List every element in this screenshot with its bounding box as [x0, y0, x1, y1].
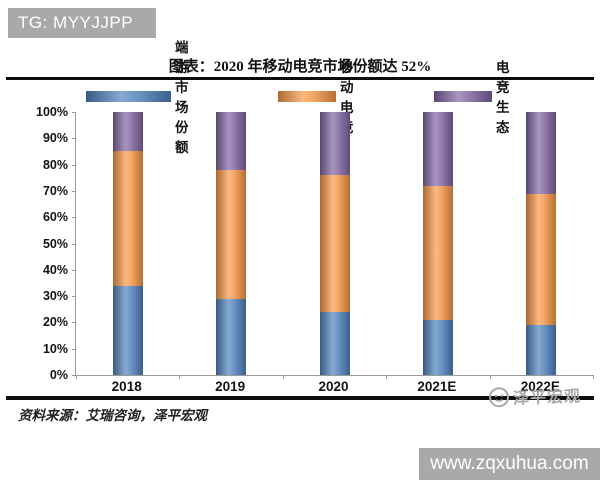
- chart-title: 图表：2020 年移动电竞市场份额达 52%: [168, 59, 432, 75]
- bar-segment: [526, 112, 557, 194]
- x-axis-labels: 2018 2019 2020 2021E 2022E: [75, 379, 592, 394]
- legend-label: 电竞生态: [496, 60, 510, 135]
- bar-segment: [319, 112, 350, 176]
- bottom-divider: [6, 396, 594, 400]
- bar-segment: [526, 325, 557, 375]
- bar-segment: [216, 112, 247, 170]
- x-tick-mark: [179, 375, 181, 379]
- legend-swatch-icon: [278, 90, 336, 102]
- brand-logo-icon: [489, 387, 510, 408]
- bar-segment: [319, 175, 350, 312]
- bar-segment: [422, 185, 453, 320]
- legend-item-3: 电竞生态: [434, 60, 510, 135]
- bar-segment: [422, 319, 453, 375]
- stacked-bar-2020: [319, 112, 350, 375]
- bar-slot-2021E: [386, 112, 489, 375]
- y-tick-label: 90%: [42, 131, 68, 146]
- bar-slot-2019: [179, 112, 282, 375]
- y-tick-mark: [72, 190, 76, 192]
- y-tick-label: 20%: [42, 315, 68, 330]
- legend-swatch-icon: [86, 90, 171, 102]
- legend: 端游市场份额 移动电竞 电竞生态: [0, 40, 600, 155]
- legend-item-1: 端游市场份额: [86, 40, 189, 155]
- plot-area: [72, 112, 594, 379]
- y-tick-mark: [72, 164, 76, 166]
- bar-slot-2018: [76, 112, 179, 375]
- bar-segment: [216, 169, 247, 299]
- stacked-bar-2021E: [422, 112, 453, 375]
- y-tick-mark: [72, 112, 76, 113]
- y-tick-mark: [72, 348, 76, 350]
- y-tick-mark: [72, 243, 76, 245]
- bar-slot-2020: [283, 112, 386, 375]
- x-tick-label-2018: 2018: [111, 379, 142, 394]
- y-tick-label: 30%: [42, 289, 68, 304]
- bar-segment: [319, 311, 350, 375]
- y-tick-mark: [72, 217, 76, 219]
- y-tick-label: 80%: [42, 157, 68, 172]
- y-tick-label: 70%: [42, 183, 68, 198]
- bar-segment: [216, 298, 247, 375]
- legend-label: 端游市场份额: [175, 40, 189, 155]
- bar-segment: [112, 151, 143, 286]
- x-tick-mark: [489, 375, 491, 379]
- y-axis-labels: 0% 10% 20% 30% 40% 50% 60% 70% 80% 90% 100%: [8, 105, 70, 382]
- bar-segment: [112, 112, 143, 152]
- y-tick-mark: [72, 375, 76, 376]
- x-tick-mark: [282, 375, 284, 379]
- title-divider: [6, 77, 594, 80]
- y-tick-mark: [72, 138, 76, 140]
- x-tick-mark: [76, 375, 77, 379]
- watermark-url-text: www.zqxuhua.com: [430, 453, 589, 474]
- brand-watermark: 泽平宏观: [488, 382, 582, 409]
- legend-swatch-icon: [434, 90, 492, 102]
- x-tick-label-2022E: 2022E: [520, 379, 560, 394]
- source-note: 资料来源：艾瑞咨询，泽平宏观: [18, 408, 207, 423]
- x-tick-label-2020: 2020: [318, 379, 349, 394]
- y-tick-label: 100%: [36, 105, 68, 119]
- x-tick-label-2021E: 2021E: [417, 379, 457, 394]
- tg-badge: TG: MYYJJPP: [8, 8, 156, 38]
- stacked-bar-2018: [112, 112, 143, 375]
- y-tick-mark: [72, 269, 76, 271]
- y-tick-label: 40%: [42, 262, 68, 277]
- x-tick-label-2019: 2019: [215, 379, 246, 394]
- stacked-bar-2019: [216, 112, 247, 375]
- brand-logo-text: 泽平宏观: [512, 388, 582, 408]
- bar-segment: [422, 112, 453, 186]
- stacked-bar-2022E: [526, 112, 557, 375]
- x-tick-mark: [386, 375, 388, 379]
- x-tick-mark: [593, 375, 594, 379]
- y-tick-label: 60%: [42, 210, 68, 225]
- y-tick-label: 10%: [42, 341, 68, 356]
- watermark-url-box: www.zqxuhua.com: [419, 448, 600, 480]
- legend-item-2: 移动电竞: [278, 60, 354, 135]
- y-tick-label: 50%: [42, 236, 68, 251]
- y-tick-label: 0%: [49, 368, 68, 382]
- y-tick-mark: [72, 322, 76, 324]
- bar-slot-2022E: [490, 112, 593, 375]
- bar-segment: [526, 193, 557, 326]
- y-tick-mark: [72, 296, 76, 298]
- bar-segment: [112, 285, 143, 375]
